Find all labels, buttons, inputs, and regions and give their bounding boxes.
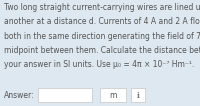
Text: Answer:: Answer: bbox=[4, 91, 35, 100]
Text: ℹ: ℹ bbox=[137, 91, 139, 100]
FancyBboxPatch shape bbox=[100, 88, 126, 102]
Text: Two long straight current-carrying wires are lined up parallel to one: Two long straight current-carrying wires… bbox=[4, 3, 200, 12]
Text: your answer in SI units. Use μ₀ = 4π × 10⁻⁷ Hm⁻¹.: your answer in SI units. Use μ₀ = 4π × 1… bbox=[4, 60, 194, 69]
Text: another at a distance d. Currents of 4 A and 2 A flow through the wires,: another at a distance d. Currents of 4 A… bbox=[4, 17, 200, 26]
FancyBboxPatch shape bbox=[38, 88, 92, 102]
FancyBboxPatch shape bbox=[131, 88, 145, 102]
Text: both in the same direction generating the field of 7.6x10⁻⁶ T at a: both in the same direction generating th… bbox=[4, 32, 200, 41]
Text: m: m bbox=[109, 91, 117, 100]
Text: midpoint between them. Calculate the distance between the wires. Give: midpoint between them. Calculate the dis… bbox=[4, 46, 200, 55]
